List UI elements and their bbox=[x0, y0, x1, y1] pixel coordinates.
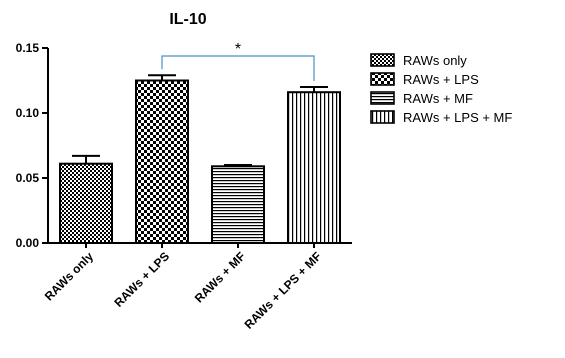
bar-3 bbox=[211, 165, 265, 244]
y-tick-label: 0.05 bbox=[16, 171, 40, 185]
y-tick-label: 0.15 bbox=[16, 41, 40, 55]
legend-label: RAWs + LPS bbox=[403, 72, 479, 87]
x-tick-label: RAWs + MF bbox=[192, 249, 248, 305]
significance-line bbox=[161, 55, 315, 81]
legend-swatch bbox=[370, 110, 395, 124]
bar-2 bbox=[135, 79, 189, 244]
y-axis: 0.00 0.05 0.10 0.15 bbox=[16, 41, 49, 250]
x-tick-label: RAWs only bbox=[42, 249, 96, 303]
legend-swatch bbox=[370, 91, 395, 105]
significance-label: * bbox=[235, 41, 241, 58]
legend-label: RAWs + LPS + MF bbox=[403, 110, 512, 125]
legend-label: RAWs only bbox=[403, 53, 467, 68]
legend: RAWs only RAWs + LPS RAWs + MF RAWs + LPS +… bbox=[370, 53, 512, 125]
x-tick-label: RAWs + LPS + MF bbox=[242, 249, 325, 332]
y-tick-label: 0.00 bbox=[16, 236, 40, 250]
x-tick-label: RAWs + LPS bbox=[112, 249, 173, 310]
chart-title: IL-10 bbox=[169, 11, 206, 28]
legend-swatch bbox=[370, 53, 395, 67]
bar-4 bbox=[287, 91, 341, 244]
y-tick-label: 0.10 bbox=[16, 106, 40, 120]
bar-1 bbox=[59, 162, 113, 244]
significance-bracket: * bbox=[161, 41, 315, 81]
legend-swatch bbox=[370, 72, 395, 86]
bars bbox=[59, 74, 341, 244]
legend-label: RAWs + MF bbox=[403, 91, 473, 106]
